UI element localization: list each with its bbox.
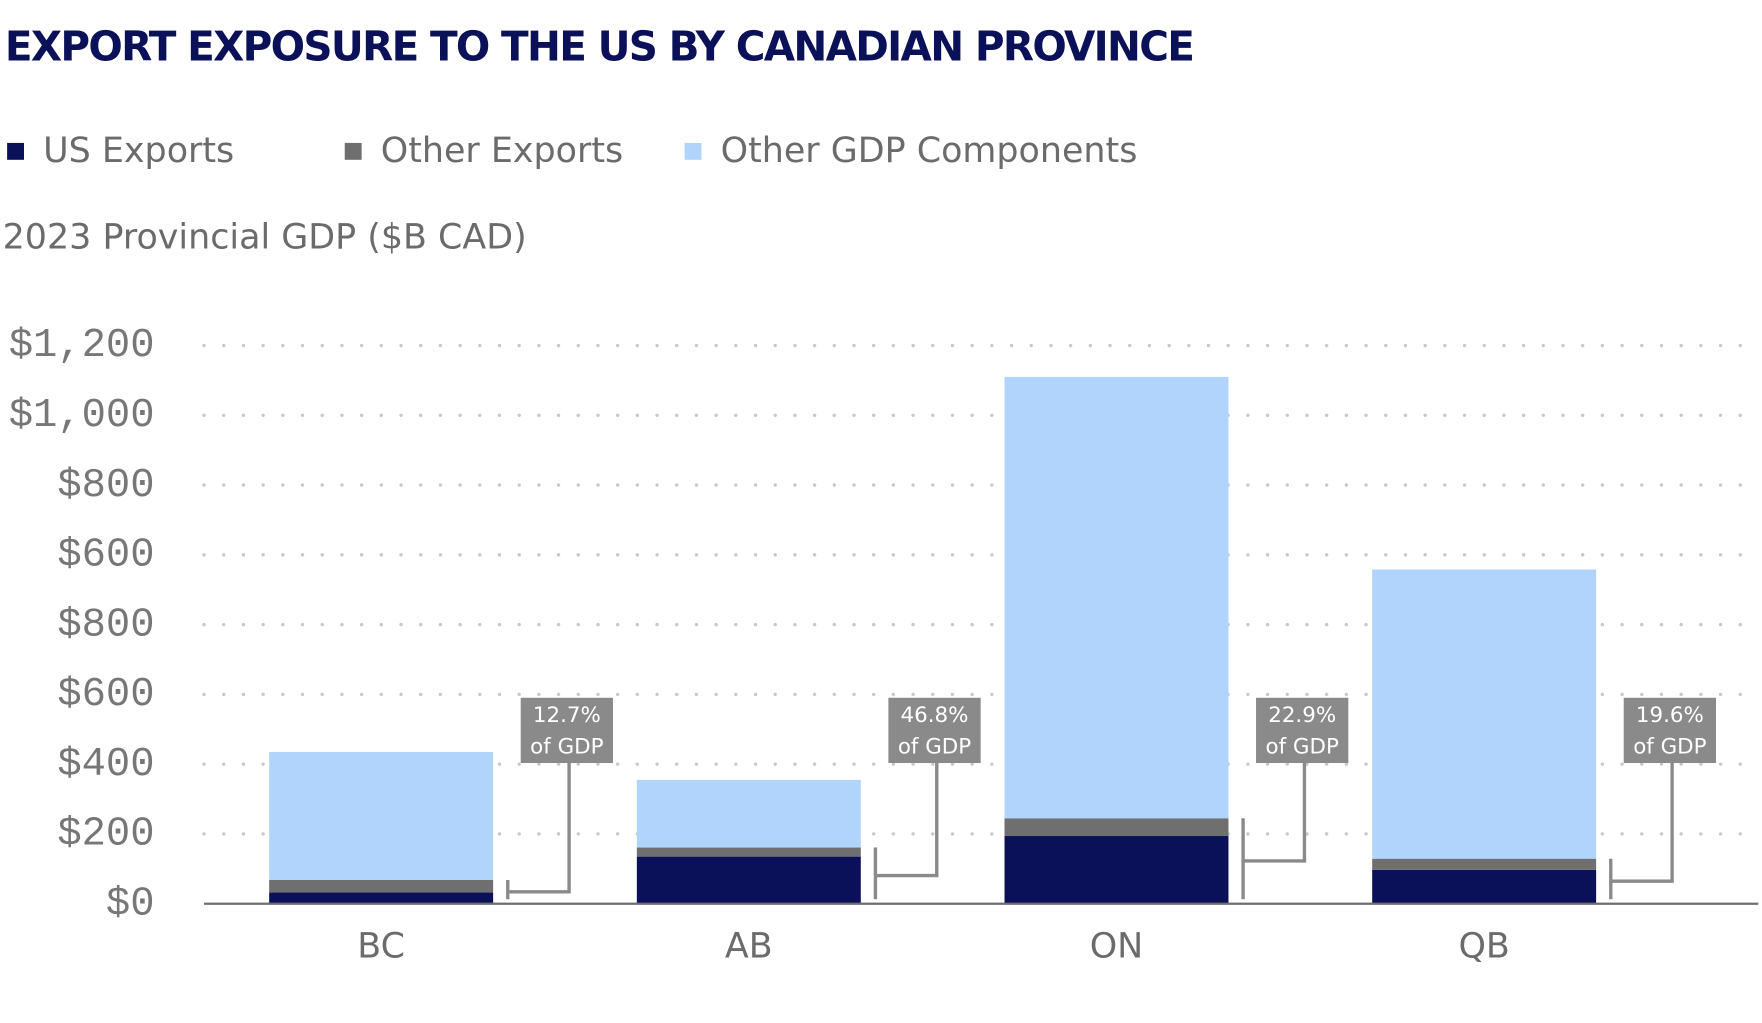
- bar-segment: [1372, 569, 1597, 859]
- x-tick-label: AB: [725, 927, 773, 967]
- annotation-text: 12.7%: [533, 703, 601, 728]
- bar-segment: [269, 892, 494, 904]
- x-tick-label: QB: [1458, 927, 1509, 967]
- x-tick-label: BC: [357, 927, 405, 967]
- bar-segment: [636, 779, 861, 848]
- bar-segment: [636, 847, 861, 857]
- annotation-box: [1256, 697, 1349, 764]
- legend-swatch: [684, 142, 702, 160]
- annotation-text: of GDP: [530, 734, 603, 759]
- bar-segment: [636, 856, 861, 904]
- annotation-bracket: [1609, 763, 1674, 900]
- y-tick-label: $800: [57, 463, 154, 509]
- y-tick-label: $600: [57, 672, 154, 718]
- bar-segment: [1372, 858, 1597, 870]
- bar-segment: [1004, 836, 1229, 904]
- annotation-text: 46.8%: [901, 703, 969, 728]
- chart-subtitle: 2023 Provincial GDP ($B CAD): [3, 218, 527, 258]
- legend-label: Other GDP Components: [721, 131, 1138, 171]
- annotation-bracket: [1241, 763, 1307, 900]
- annotation-bracket: [506, 763, 571, 900]
- legend-label: US Exports: [43, 131, 234, 171]
- annotation-text: 22.9%: [1268, 703, 1336, 728]
- y-tick-label: $1,200: [9, 323, 155, 369]
- annotation-box: [1623, 697, 1716, 764]
- annotation-box: [888, 697, 981, 764]
- chart-title: EXPORT EXPOSURE TO THE US BY CANADIAN PR…: [5, 23, 1193, 71]
- bar-segment: [1004, 376, 1229, 819]
- annotation-box: [520, 697, 613, 764]
- y-tick-label: $600: [57, 533, 154, 579]
- y-tick-label: $0: [106, 881, 155, 927]
- legend-swatch: [344, 142, 362, 160]
- legend-label: Other Exports: [381, 131, 623, 171]
- annotation-text: of GDP: [898, 734, 971, 759]
- annotation-text: of GDP: [1633, 734, 1706, 759]
- annotation-text: 19.6%: [1636, 703, 1704, 728]
- annotation-text: of GDP: [1266, 734, 1339, 759]
- y-tick-label: $200: [57, 812, 154, 858]
- bar-segment: [269, 879, 494, 893]
- bar-segment: [269, 751, 494, 880]
- legend-swatch: [7, 142, 24, 160]
- y-tick-label: $400: [57, 742, 154, 788]
- y-tick-label: $800: [57, 602, 154, 648]
- bar-segment: [1372, 869, 1597, 904]
- x-tick-label: ON: [1090, 927, 1144, 967]
- bar-segment: [1004, 818, 1229, 837]
- annotation-bracket: [873, 763, 939, 900]
- y-tick-label: $1,000: [9, 393, 155, 439]
